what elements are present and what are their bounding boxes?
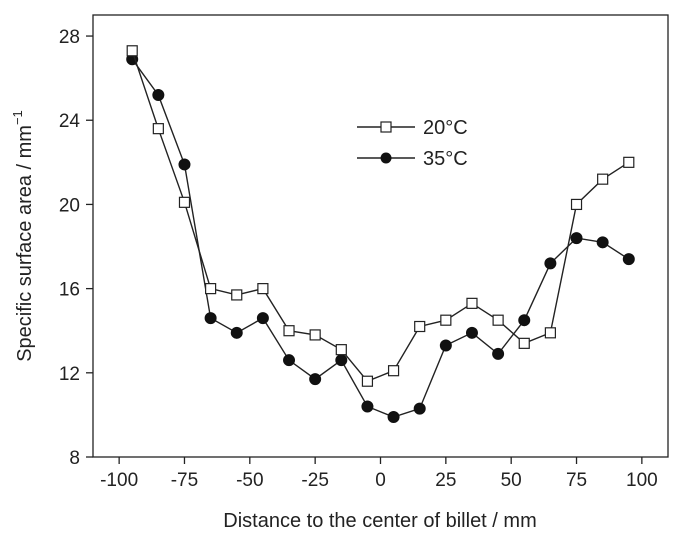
y-axis-title: Specific surface area / mm−1: [10, 110, 36, 362]
data-point: [309, 373, 322, 386]
data-point: [596, 236, 609, 249]
data-point: [387, 365, 400, 377]
x-tick-label: 100: [626, 470, 658, 491]
data-point: [256, 312, 269, 325]
data-point: [544, 257, 557, 270]
y-axis-title-main: Specific surface area / mm: [14, 125, 36, 362]
legend-item: 20°C: [357, 117, 468, 139]
y-axis-ticks: 8 12 16 20 24 28: [59, 27, 93, 469]
legend-label: 35°C: [423, 148, 468, 170]
series-35c: [126, 53, 635, 424]
series-layer: [126, 45, 635, 424]
y-tick-label: 12: [59, 364, 80, 385]
data-point: [178, 196, 191, 208]
y-axis-title-superscript: −1: [10, 110, 25, 125]
x-tick-label: 75: [566, 470, 587, 491]
x-tick-label: -100: [100, 470, 138, 491]
data-point: [230, 326, 243, 339]
legend-label: 20°C: [423, 117, 468, 139]
y-tick-label: 20: [59, 195, 80, 216]
data-point: [414, 320, 426, 333]
data-point: [283, 354, 296, 367]
legend-item: 35°C: [357, 148, 468, 170]
data-point: [204, 312, 217, 325]
data-point: [597, 173, 609, 185]
data-point: [440, 314, 452, 326]
x-tick-label: -50: [236, 470, 263, 491]
data-point: [518, 314, 531, 327]
x-axis-title: Distance to the center of billet / mm: [223, 510, 536, 532]
data-point: [570, 232, 583, 245]
y-tick-label: 8: [69, 448, 80, 469]
x-axis-ticks: -100 -75 -50 -25 0 25 50 75 100: [100, 457, 658, 491]
data-point: [361, 400, 374, 413]
legend-marker: [380, 121, 392, 133]
data-point: [335, 354, 348, 367]
data-point: [570, 198, 583, 211]
data-point: [622, 253, 635, 266]
x-tick-label: 25: [435, 470, 456, 491]
series-20c: [126, 45, 635, 387]
legend-marker: [380, 152, 392, 164]
data-point: [492, 347, 505, 360]
x-tick-label: -25: [301, 470, 328, 491]
data-point: [178, 158, 191, 171]
data-point: [283, 325, 295, 337]
data-point: [544, 327, 556, 339]
y-tick-label: 16: [59, 280, 80, 301]
legend: 20°C 35°C: [357, 117, 468, 170]
data-point: [152, 123, 164, 135]
x-tick-label: 50: [501, 470, 522, 491]
data-point: [492, 314, 504, 326]
data-point: [439, 339, 452, 352]
data-point: [257, 283, 269, 295]
data-point: [309, 329, 321, 341]
data-point: [335, 344, 347, 356]
y-tick-label: 28: [59, 27, 80, 48]
series-line: [131, 58, 630, 418]
data-point: [231, 289, 243, 301]
data-point: [413, 402, 426, 415]
data-point: [466, 297, 478, 309]
x-tick-label: 0: [375, 470, 386, 491]
data-point: [361, 375, 374, 387]
data-point: [152, 88, 165, 101]
data-point: [518, 337, 530, 349]
data-point: [387, 411, 400, 424]
data-point: [623, 156, 635, 168]
y-tick-label: 24: [59, 111, 81, 132]
data-point: [126, 45, 138, 57]
x-tick-label: -75: [171, 470, 198, 491]
data-point: [465, 326, 478, 339]
data-point: [205, 283, 217, 295]
